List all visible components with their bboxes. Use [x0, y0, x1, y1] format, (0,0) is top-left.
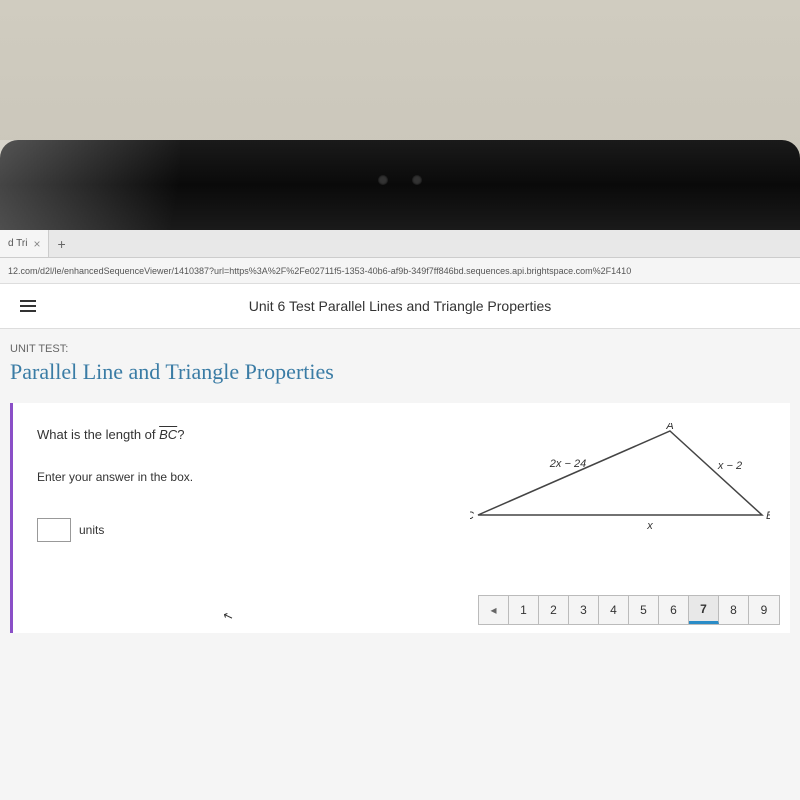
triangle-figure: A B C 2x − 24 x − 2 x: [470, 423, 770, 543]
laptop-bezel: [0, 140, 800, 230]
pager-page-6[interactable]: 6: [659, 596, 689, 624]
pager-page-7[interactable]: 7: [689, 596, 719, 624]
content-header: Unit 6 Test Parallel Lines and Triangle …: [0, 284, 800, 329]
question-prefix: What is the length of: [37, 427, 159, 442]
section-label: UNIT TEST:: [10, 343, 790, 355]
page-title: Parallel Line and Triangle Properties: [10, 359, 790, 385]
close-icon[interactable]: ×: [33, 237, 40, 251]
address-bar[interactable]: 12.com/d2l/le/enhancedSequenceViewer/141…: [0, 258, 800, 284]
question-text: What is the length of BC?: [37, 427, 374, 442]
mouse-cursor-icon: ↖: [221, 608, 235, 625]
new-tab-button[interactable]: +: [49, 236, 73, 252]
screen-area: d Tri × + 12.com/d2l/le/enhancedSequence…: [0, 230, 800, 800]
url-text: 12.com/d2l/le/enhancedSequenceViewer/141…: [8, 266, 631, 276]
pager-page-1[interactable]: 1: [509, 596, 539, 624]
pager-page-8[interactable]: 8: [719, 596, 749, 624]
svg-text:2x − 24: 2x − 24: [549, 458, 586, 470]
tab-label: d Tri: [8, 238, 27, 249]
segment-bc: BC: [159, 427, 177, 442]
pager-page-9[interactable]: 9: [749, 596, 779, 624]
svg-text:x: x: [646, 520, 653, 532]
units-label: units: [79, 523, 104, 537]
pager-page-4[interactable]: 4: [599, 596, 629, 624]
question-suffix: ?: [177, 427, 184, 442]
webcam-dots: [378, 175, 422, 185]
question-card: What is the length of BC? Enter your ans…: [10, 403, 790, 633]
browser-tab[interactable]: d Tri ×: [0, 230, 49, 257]
question-instruction: Enter your answer in the box.: [37, 470, 374, 484]
pager-prev-button[interactable]: ◂: [479, 596, 509, 624]
svg-text:x − 2: x − 2: [717, 460, 742, 472]
svg-text:C: C: [470, 510, 474, 522]
pager-page-5[interactable]: 5: [629, 596, 659, 624]
header-title: Unit 6 Test Parallel Lines and Triangle …: [56, 298, 780, 314]
pager-page-2[interactable]: 2: [539, 596, 569, 624]
svg-text:B: B: [766, 510, 770, 522]
answer-row: units: [37, 518, 374, 542]
pager-page-3[interactable]: 3: [569, 596, 599, 624]
svg-text:A: A: [665, 423, 673, 432]
hamburger-icon[interactable]: [20, 300, 36, 312]
answer-input[interactable]: [37, 518, 71, 542]
browser-tab-strip: d Tri × +: [0, 230, 800, 258]
question-pager: ◂ 123456789: [478, 595, 780, 625]
page-body: UNIT TEST: Parallel Line and Triangle Pr…: [0, 329, 800, 633]
